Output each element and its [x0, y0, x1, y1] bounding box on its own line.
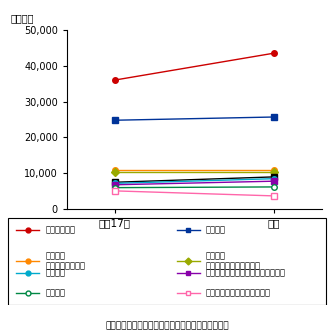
Text: 化学製品: 化学製品 — [45, 269, 65, 278]
Text: 医療・保健、その他の公共サービス: 医療・保健、その他の公共サービス — [206, 269, 286, 278]
Text: 情報通信産業: 情報通信産業 — [45, 226, 75, 235]
Text: 一般機械
（除事務用機械）: 一般機械 （除事務用機械） — [45, 251, 85, 270]
Text: （出典）「情報通信による経済成長に関する調査」: （出典）「情報通信による経済成長に関する調査」 — [106, 322, 229, 331]
Text: 輸送機械: 輸送機械 — [206, 226, 226, 235]
Text: 建設（除電気通信施設建設）: 建設（除電気通信施設建設） — [206, 289, 271, 297]
Text: 精密機械: 精密機械 — [45, 289, 65, 297]
Text: （億円）: （億円） — [11, 13, 35, 23]
Text: 電気機器
（除情報通信機器製造）: 電気機器 （除情報通信機器製造） — [206, 251, 261, 270]
